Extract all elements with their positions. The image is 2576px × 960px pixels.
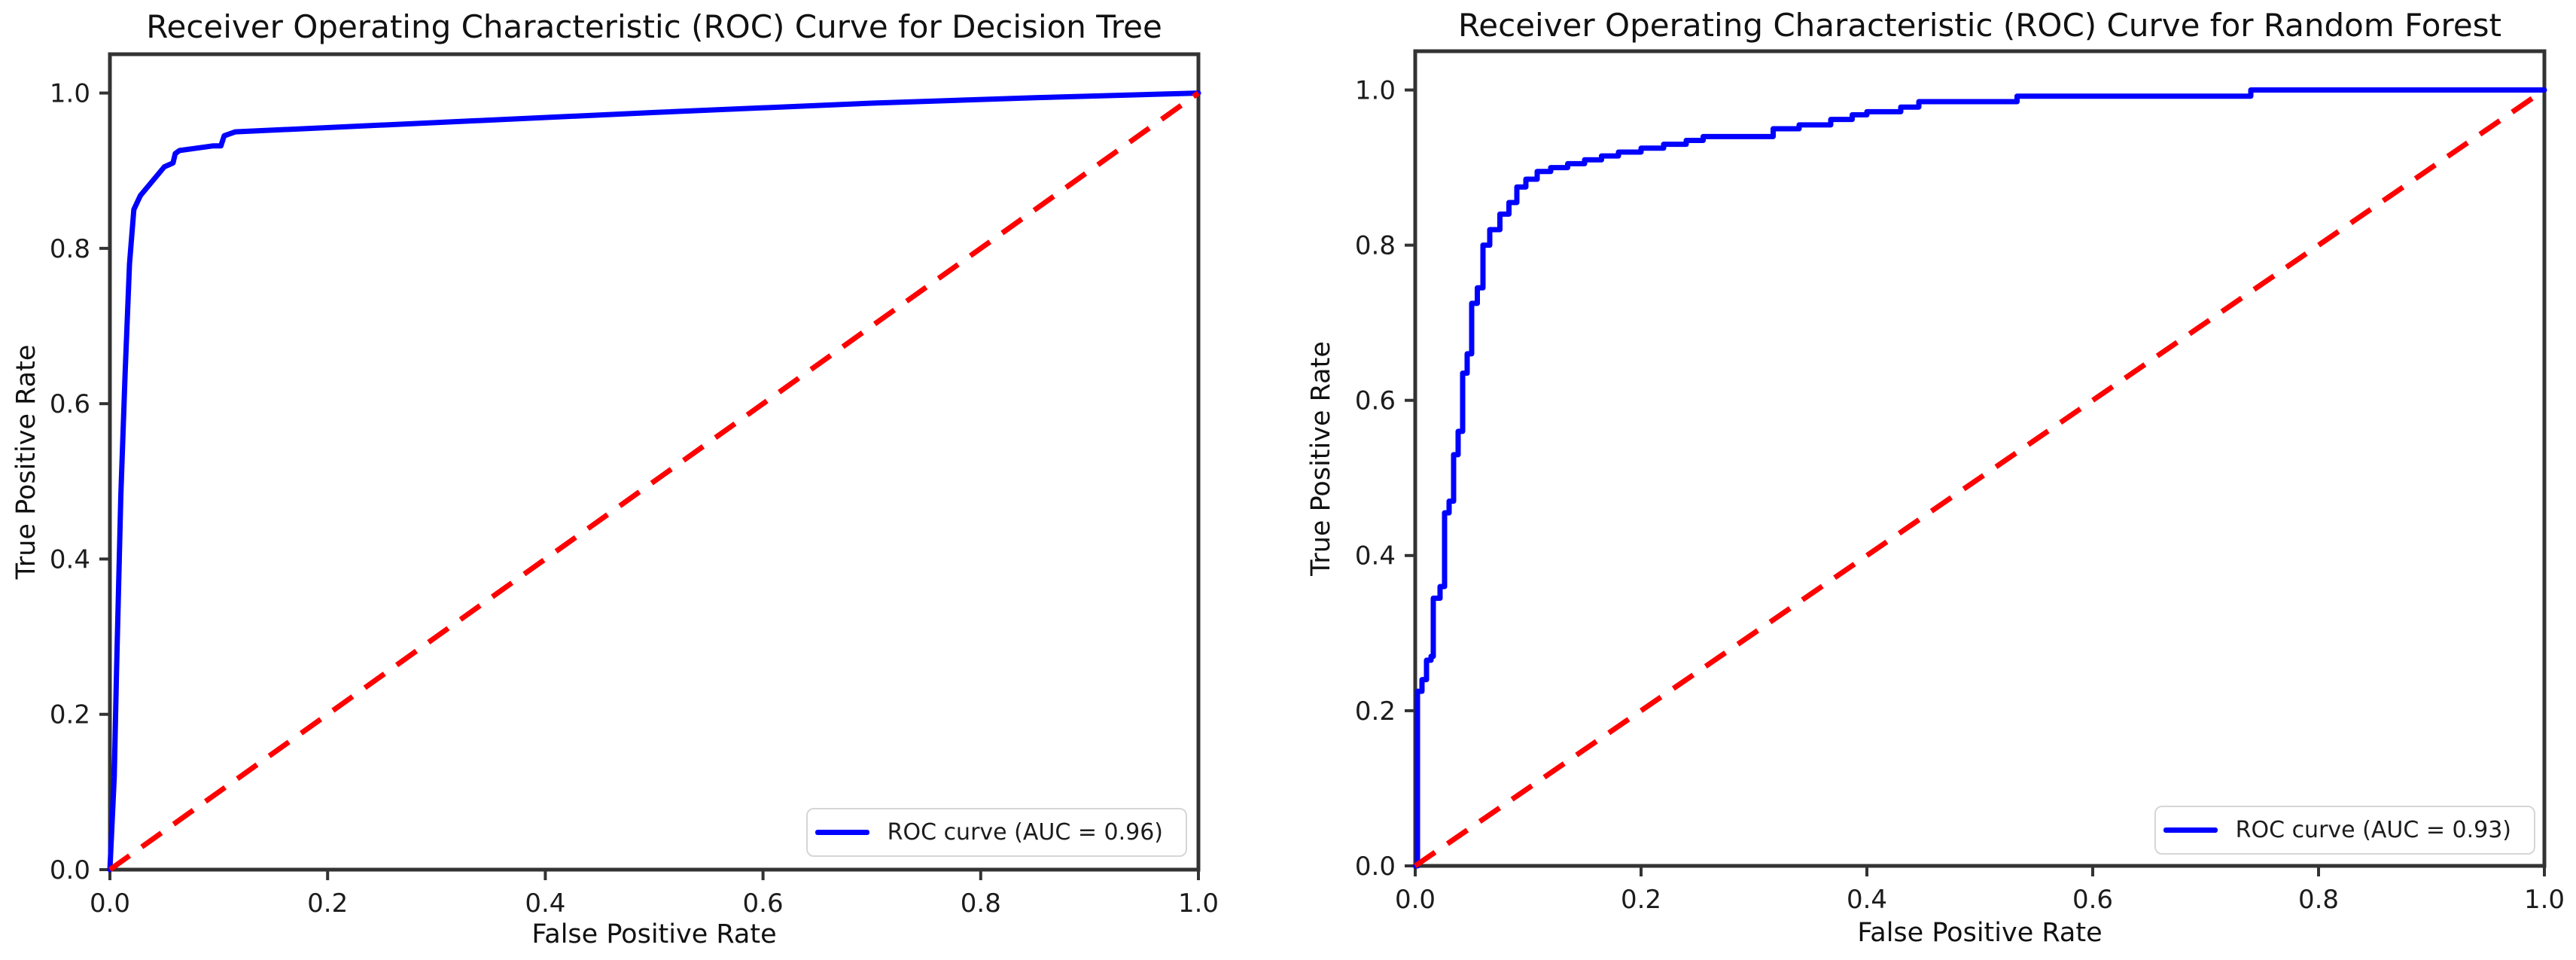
chance-diagonal-line <box>108 90 1201 872</box>
axes-frame <box>1413 49 2547 868</box>
x-tick-label: 0.6 <box>2072 885 2113 915</box>
chart-title: Receiver Operating Characteristic (ROC) … <box>1458 7 2501 44</box>
x-tick-label: 0.0 <box>90 888 130 919</box>
x-tick-label: 0.2 <box>307 888 348 919</box>
x-tick-label: 0.2 <box>1621 885 1661 915</box>
y-tick-label: 0.8 <box>1355 231 1396 261</box>
legend: ROC curve (AUC = 0.93) <box>2154 806 2535 855</box>
y-tick-label: 1.0 <box>1355 75 1396 105</box>
legend-label: ROC curve (AUC = 0.96) <box>887 819 1163 846</box>
roc-curve-line <box>107 90 1201 873</box>
roc-figure-random-forest: 0.0 0.2 0.4 0.6 0.8 1.0 0.0 0.2 0.4 0.6 0.8 1.0 Rec… <box>1288 0 2576 960</box>
x-tick-label: 1.0 <box>2524 885 2565 915</box>
x-tick-label: 0.4 <box>525 888 565 919</box>
x-tick-label: 0.0 <box>1395 885 1436 915</box>
y-tick-label: 0.6 <box>50 389 90 419</box>
y-tick-label: 0.2 <box>1355 696 1396 727</box>
x-axis-label: False Positive Rate <box>1857 918 2102 948</box>
x-axis-label: False Positive Rate <box>531 919 776 949</box>
roc-curve-legend-line <box>815 830 869 835</box>
axes-frame <box>108 52 1201 872</box>
x-tick-label: 1.0 <box>1178 888 1219 919</box>
legend: ROC curve (AUC = 0.96) <box>805 808 1187 857</box>
y-axis-label: True Positive Rate <box>11 345 41 581</box>
y-tick-label: 0.0 <box>50 855 90 885</box>
y-tick-label: 1.0 <box>50 78 90 108</box>
x-tick-label: 0.4 <box>1847 885 1887 915</box>
chance-diagonal-line <box>1414 87 2546 868</box>
y-axis-label: True Positive Rate <box>1306 341 1336 577</box>
y-tick-label: 0.0 <box>1355 852 1396 882</box>
roc-plot-random-forest: 0.0 0.2 0.4 0.6 0.8 1.0 0.0 0.2 0.4 0.6 0.8 1.0 Rec… <box>1306 7 2565 948</box>
legend-label: ROC curve (AUC = 0.93) <box>2235 817 2511 843</box>
roc-curve-legend-line <box>2163 827 2218 833</box>
roc-plot-decision-tree: 0.0 0.2 0.4 0.6 0.8 1.0 0.0 0.2 0.4 0.6 0.8 1.0 Rec… <box>11 8 1219 949</box>
x-tick-label: 0.8 <box>961 888 1001 919</box>
y-tick-label: 0.6 <box>1355 386 1396 416</box>
roc-curve-line <box>1412 87 2547 869</box>
y-tick-label: 0.4 <box>50 544 90 574</box>
y-tick-label: 0.4 <box>1355 541 1396 571</box>
y-tick-label: 0.2 <box>50 700 90 730</box>
chart-title: Receiver Operating Characteristic (ROC) … <box>146 8 1162 45</box>
x-tick-label: 0.6 <box>743 888 784 919</box>
roc-figure-decision-tree: 0.0 0.2 0.4 0.6 0.8 1.0 0.0 0.2 0.4 0.6 0.8 1.0 Rec… <box>11 8 1219 949</box>
y-tick-label: 0.8 <box>50 234 90 264</box>
x-tick-label: 0.8 <box>2298 885 2339 915</box>
